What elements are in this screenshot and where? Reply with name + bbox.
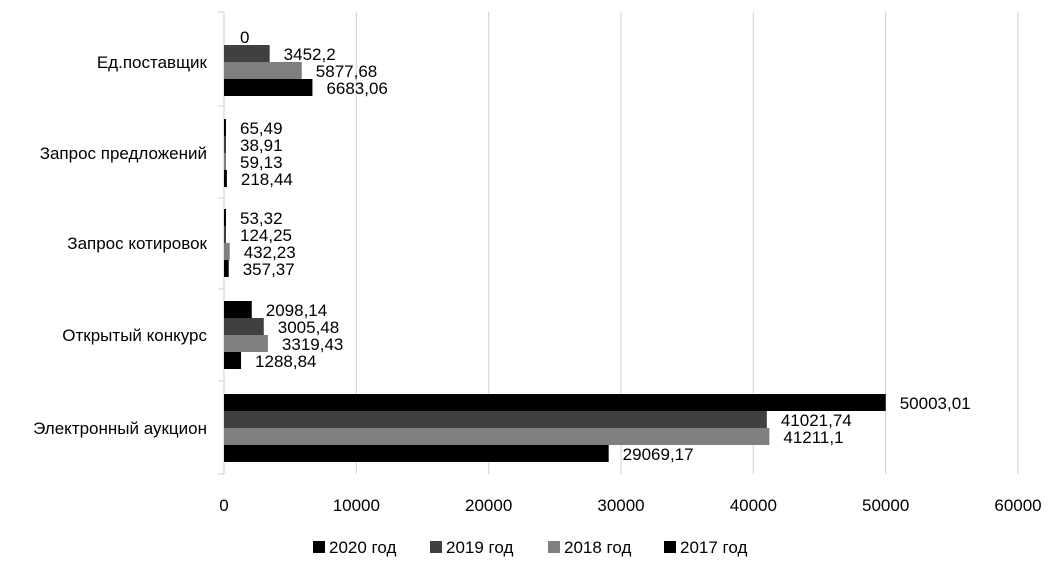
data-label: 3005,48 xyxy=(278,318,339,337)
category-label: Запрос котировок xyxy=(67,234,207,253)
data-label: 29069,17 xyxy=(623,445,694,464)
legend: 2020 год 2019 год 2018 год 2017 год xyxy=(313,538,747,557)
data-label: 432,23 xyxy=(244,243,296,262)
legend-label: 2019 год xyxy=(446,538,513,557)
bar xyxy=(224,445,609,462)
legend-swatch xyxy=(430,541,442,553)
data-label: 0 xyxy=(240,28,249,47)
data-label: 53,32 xyxy=(240,209,283,228)
legend-swatch xyxy=(313,541,325,553)
data-label: 1288,84 xyxy=(255,352,316,371)
bar xyxy=(224,352,242,369)
data-label: 41211,1 xyxy=(783,428,843,447)
category-labels: Ед.поставщик Запрос предложений Запрос кот… xyxy=(33,53,207,438)
x-tick-label: 20000 xyxy=(465,496,512,515)
bar xyxy=(224,226,226,243)
data-label: 357,37 xyxy=(243,260,295,279)
bar xyxy=(224,119,226,136)
bar xyxy=(224,170,227,187)
data-label: 41021,74 xyxy=(781,411,852,430)
legend-label: 2020 год xyxy=(329,538,396,557)
bar xyxy=(224,428,770,445)
data-label: 5877,68 xyxy=(316,62,377,81)
legend-label: 2018 год xyxy=(564,538,631,557)
bar xyxy=(224,301,252,318)
bar xyxy=(224,136,226,153)
data-label: 124,25 xyxy=(240,226,292,245)
bar xyxy=(224,411,767,428)
data-label: 59,13 xyxy=(240,153,283,172)
x-tick-label: 10000 xyxy=(333,496,380,515)
legend-swatch xyxy=(548,541,560,553)
x-tick-label: 30000 xyxy=(597,496,644,515)
legend-swatch xyxy=(664,541,676,553)
bar xyxy=(224,62,302,79)
bar xyxy=(224,79,313,96)
bar xyxy=(224,335,268,352)
data-label: 65,49 xyxy=(240,119,283,138)
bar xyxy=(224,318,264,335)
bar xyxy=(224,209,226,226)
x-tick-label: 50000 xyxy=(862,496,909,515)
data-label: 3452,2 xyxy=(284,45,336,64)
category-label: Ед.поставщик xyxy=(97,53,208,72)
x-tick-labels: 0 10000 20000 30000 40000 50000 60000 xyxy=(219,496,1041,515)
data-label: 218,44 xyxy=(241,170,293,189)
bar xyxy=(224,45,270,62)
bar xyxy=(224,153,226,170)
x-tick-label: 40000 xyxy=(730,496,777,515)
bar xyxy=(224,260,229,277)
data-label: 6683,06 xyxy=(326,79,387,98)
data-label: 3319,43 xyxy=(282,335,343,354)
bar xyxy=(224,394,886,411)
data-label: 50003,01 xyxy=(900,394,971,413)
x-tick-label: 60000 xyxy=(994,496,1041,515)
category-label: Электронный аукцион xyxy=(33,419,207,438)
data-label: 38,91 xyxy=(240,136,283,155)
x-tick-label: 0 xyxy=(219,496,228,515)
data-label: 2098,14 xyxy=(266,301,327,320)
bar xyxy=(224,243,230,260)
legend-label: 2017 год xyxy=(680,538,747,557)
bars xyxy=(224,45,886,462)
gridlines xyxy=(218,11,1019,475)
category-label: Запрос предложений xyxy=(40,144,207,163)
category-label: Открытый конкурс xyxy=(62,326,207,345)
